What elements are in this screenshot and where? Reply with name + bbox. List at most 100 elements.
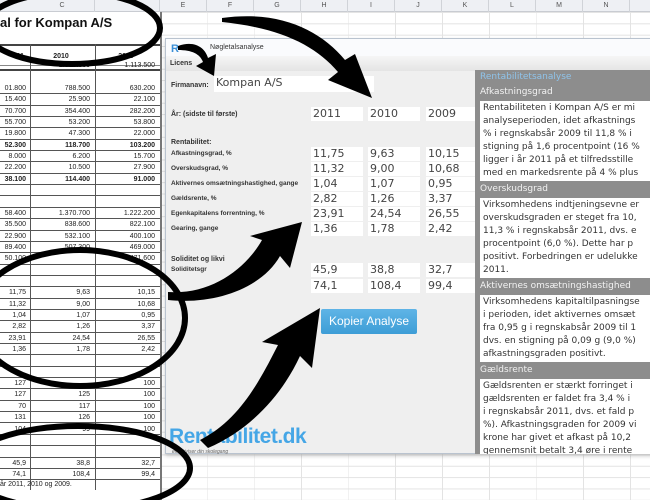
cell: 0,95 — [141, 312, 155, 319]
menu-licens[interactable]: Licens — [166, 56, 650, 71]
analysis-line: %). Afkastningsgraden for 2009 vi — [483, 420, 637, 430]
cell: 91.000 — [133, 175, 155, 183]
metric-label: Aktivernes omsætningshastighed, gange — [171, 180, 299, 187]
cell: 9,63 — [76, 289, 90, 297]
year-input[interactable]: 2009 — [426, 107, 478, 121]
metric-label: Egenkapitalens forrentning, % — [171, 210, 265, 217]
metric-value-input[interactable]: 9,63 — [368, 147, 420, 161]
company-label: Firmanavn: — [171, 82, 209, 89]
sheet-title: al for Kompan A/S — [0, 15, 113, 30]
metric-value-input[interactable]: 45,9 — [311, 263, 363, 277]
analysis-line: Rentabiliteten i Kompan A/S er mi — [483, 103, 636, 113]
column-header[interactable]: K — [442, 0, 489, 12]
metric-value-input[interactable]: 108,4 — [368, 278, 420, 293]
metric-value-input[interactable]: 1,36 — [311, 222, 363, 236]
analysis-line: Virksomhedens indtjeningsevne er — [483, 200, 640, 210]
metric-value-input[interactable]: 10,15 — [426, 147, 478, 161]
cell: 15.400 — [4, 96, 26, 104]
cell — [95, 197, 155, 208]
cell: 10,15 — [137, 289, 155, 297]
metric-value-input[interactable]: 74,1 — [311, 278, 363, 293]
year-input[interactable]: 2010 — [368, 107, 420, 121]
column-header[interactable]: F — [207, 0, 254, 12]
column-header[interactable]: M — [536, 0, 583, 12]
cell — [95, 185, 155, 196]
metric-value-input[interactable]: 2,42 — [426, 222, 478, 236]
table-row: 127 100 — [0, 378, 160, 390]
table-row: 22.200 10.500 27.900 — [0, 162, 160, 174]
metric-value-input[interactable]: 3,37 — [426, 192, 478, 206]
column-header[interactable]: J — [395, 0, 442, 12]
table-row: 01.800 788.500 630.200 — [0, 83, 160, 95]
metric-value-input[interactable]: 23,91 — [311, 207, 363, 221]
table-row — [0, 185, 160, 197]
cell — [95, 446, 155, 457]
cell: 11,75 — [9, 289, 26, 297]
metric-value-input[interactable]: 99,4 — [426, 278, 478, 293]
metric-value-input[interactable]: 11,75 — [311, 147, 363, 161]
company-input[interactable]: Kompan A/S — [214, 76, 374, 92]
analysis-line: analyseperioden, idet afkastnings — [483, 116, 636, 126]
cell: 32,7 — [141, 459, 155, 467]
copy-analysis-button[interactable]: Kopier Analyse — [321, 309, 417, 334]
column-header[interactable]: E — [160, 0, 207, 12]
cell — [0, 367, 26, 378]
metric-value-input[interactable]: 9,00 — [368, 162, 420, 176]
cell: 2,82 — [12, 323, 26, 331]
metric-value-input[interactable]: 1,78 — [368, 222, 420, 236]
metric-value-input[interactable]: 1,04 — [311, 177, 363, 191]
cell: 38,8 — [76, 459, 90, 467]
cell: 53.200 — [68, 119, 90, 127]
metric-value-input[interactable]: 26,55 — [426, 207, 478, 221]
table-row: 89.400 507.300 469.000 — [0, 242, 160, 254]
metric-value-input[interactable]: 1,26 — [368, 192, 420, 206]
analysis-text: Rentabiliteten i Kompan A/S er mi analyse… — [480, 101, 650, 181]
column-header[interactable]: H — [301, 0, 348, 12]
year-input[interactable]: 2011 — [311, 107, 363, 121]
metric-value-input[interactable]: 24,54 — [368, 207, 420, 221]
cell — [30, 435, 90, 446]
cell: 822.100 — [129, 221, 155, 229]
cell: 25.900 — [68, 96, 90, 104]
column-header[interactable]: N — [583, 0, 630, 12]
cell: 10.500 — [68, 164, 90, 172]
table-row: 127 125 100 — [0, 389, 160, 401]
metric-value-input[interactable]: 1,07 — [368, 177, 420, 191]
column-header[interactable]: I — [348, 0, 395, 12]
cell: 400.100 — [129, 232, 155, 240]
column-header[interactable]: L — [489, 0, 536, 12]
cell: 1,26 — [76, 323, 90, 331]
cell: 99,4 — [141, 470, 155, 478]
table-row: 1.388.000 1.113.500 — [0, 60, 160, 72]
cell: 70 — [18, 402, 26, 410]
metric-value-input[interactable]: 0,95 — [426, 177, 478, 191]
analysis-line: fra 0,95 g i regnskabsår 2009 til 1 — [483, 323, 637, 333]
table-row: 131 126 100 — [0, 412, 160, 424]
analysis-line: Gældsrenten er stærkt forringet i — [483, 381, 633, 391]
cell — [0, 446, 26, 457]
brand-tagline: effektiviser din skolegang — [172, 449, 229, 455]
brand-logo: Rentabilitet.dk — [169, 425, 307, 448]
analysis-panel[interactable]: Rentabilitetsanalyse Afkastningsgrad Rent… — [475, 70, 650, 454]
table-row: 15.400 25.900 22.100 — [0, 94, 160, 106]
column-header[interactable]: G — [254, 0, 301, 12]
cell: 127 — [14, 391, 26, 399]
metric-value-input[interactable]: 38,8 — [368, 263, 420, 277]
cell: 1,07 — [76, 312, 90, 319]
cell: 24,54 — [72, 334, 90, 342]
cell: 52.300 — [4, 141, 26, 149]
metric-value-input[interactable]: 2,82 — [311, 192, 363, 206]
metric-value-input[interactable]: 11,32 — [311, 162, 363, 176]
cell: 53.800 — [133, 119, 155, 127]
column-header[interactable]: C — [30, 0, 95, 12]
analysis-line: procentpoint (6,0 %). Dette har p — [483, 239, 634, 249]
metric-value-input[interactable]: 32,7 — [426, 263, 478, 277]
metric-value-input[interactable]: 10,68 — [426, 162, 478, 176]
cell: 838.600 — [64, 221, 90, 229]
column-header[interactable] — [95, 0, 160, 12]
table-row: 58.400 1.370.700 1.222.200 — [0, 208, 160, 220]
cell: 45,9 — [12, 459, 26, 467]
cell: 103.200 — [129, 141, 155, 149]
cell: 108,4 — [72, 470, 90, 478]
